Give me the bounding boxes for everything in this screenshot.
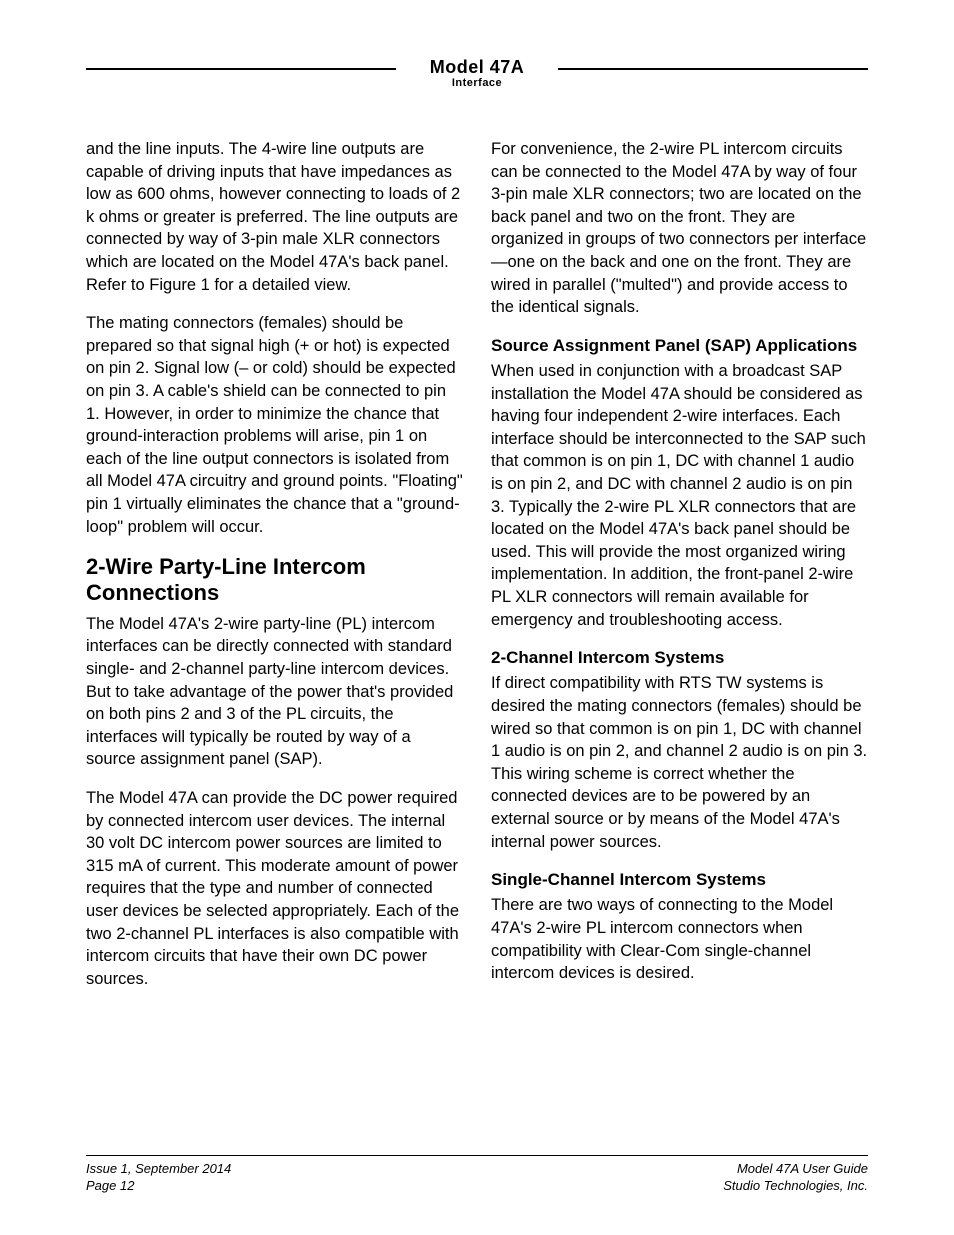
content-columns: and the line inputs. The 4-wire line out… bbox=[86, 138, 868, 1155]
header-rule-left bbox=[86, 68, 396, 70]
subsection-heading: 2-Channel Intercom Systems bbox=[491, 647, 868, 668]
page: Model 47A Interface and the line inputs.… bbox=[0, 0, 954, 1235]
footer-right: Model 47A User Guide Studio Technologies… bbox=[723, 1160, 868, 1195]
subsection-heading: Single-Channel Intercom Systems bbox=[491, 869, 868, 890]
body-paragraph: There are two ways of connecting to the … bbox=[491, 894, 868, 984]
footer-issue: Issue 1, September 2014 bbox=[86, 1160, 231, 1178]
footer-guide-title: Model 47A User Guide bbox=[723, 1160, 868, 1178]
section-heading: 2-Wire Party-Line Intercom Connections bbox=[86, 554, 463, 607]
body-paragraph: For convenience, the 2-wire PL intercom … bbox=[491, 138, 868, 319]
body-paragraph: The Model 47A's 2-wire party-line (PL) i… bbox=[86, 613, 463, 771]
page-footer: Issue 1, September 2014 Page 12 Model 47… bbox=[86, 1155, 868, 1195]
body-paragraph: and the line inputs. The 4-wire line out… bbox=[86, 138, 463, 296]
header-title: Model 47A bbox=[86, 58, 868, 76]
body-paragraph: When used in conjunction with a broadcas… bbox=[491, 360, 868, 631]
header-subtitle: Interface bbox=[86, 77, 868, 89]
footer-company: Studio Technologies, Inc. bbox=[723, 1177, 868, 1195]
body-paragraph: The Model 47A can provide the DC power r… bbox=[86, 787, 463, 990]
footer-left: Issue 1, September 2014 Page 12 bbox=[86, 1160, 231, 1195]
page-header: Model 47A Interface bbox=[86, 58, 868, 90]
subsection-heading: Source Assignment Panel (SAP) Applicatio… bbox=[491, 335, 868, 356]
right-column: For convenience, the 2-wire PL intercom … bbox=[491, 138, 868, 1155]
left-column: and the line inputs. The 4-wire line out… bbox=[86, 138, 463, 1155]
body-paragraph: The mating connectors (females) should b… bbox=[86, 312, 463, 538]
footer-page-number: Page 12 bbox=[86, 1177, 231, 1195]
header-rule-right bbox=[558, 68, 868, 70]
body-paragraph: If direct compatibility with RTS TW syst… bbox=[491, 672, 868, 853]
